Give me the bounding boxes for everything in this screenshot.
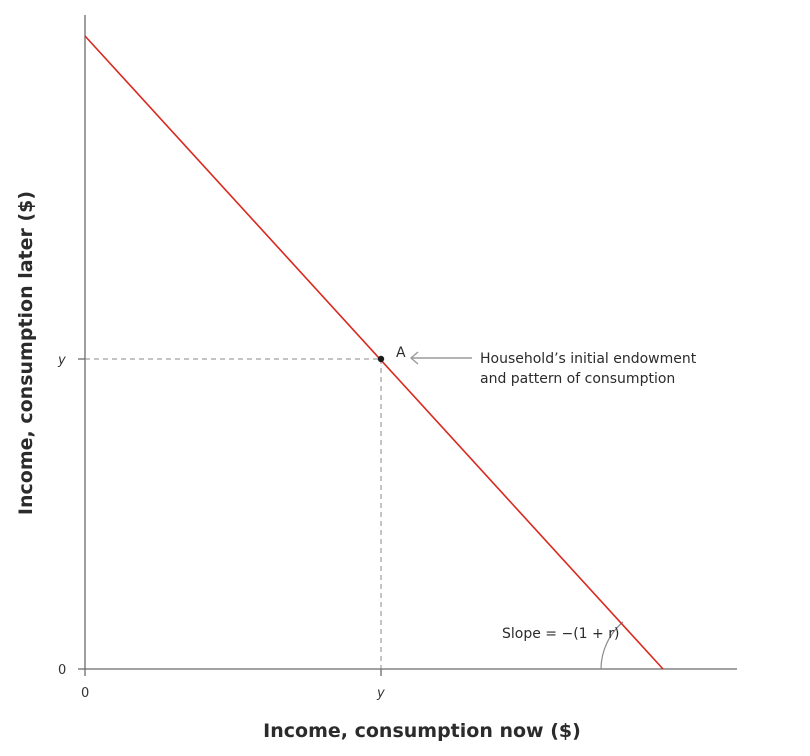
x-axis-title: Income, consumption now ($) [263, 720, 581, 742]
slope-angle-arc [600, 621, 624, 670]
point-a-marker [377, 355, 385, 363]
slope-label: Slope = −(1 + r) [502, 626, 619, 642]
budget-constraint-line [84, 35, 664, 670]
y-tick-label-zero: 0 [58, 663, 66, 678]
arrow-head-icon [409, 351, 419, 365]
y-axis-title: Income, consumption later ($) [15, 191, 37, 515]
y-tick-label-y: y [57, 353, 66, 368]
x-tick-label-zero: 0 [81, 686, 89, 701]
annotation-line-2: and pattern of consumption [480, 371, 675, 387]
point-a-label: A [396, 345, 406, 361]
annotation-line-1: Household’s initial endowment [480, 351, 697, 367]
x-tick-label-y: y [376, 686, 385, 701]
